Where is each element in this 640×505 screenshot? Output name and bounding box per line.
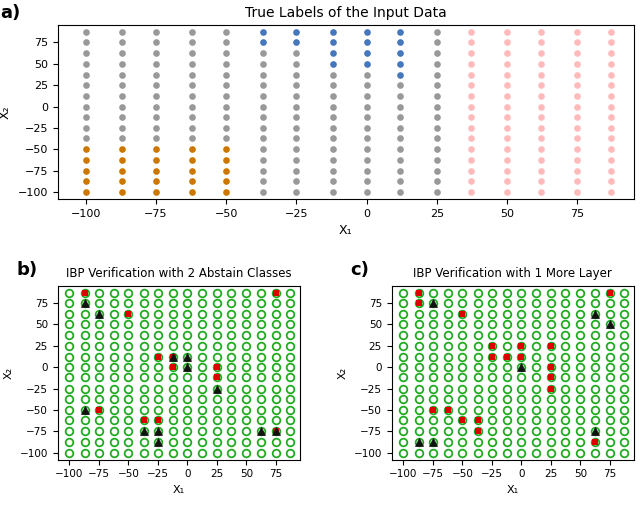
Text: b): b) xyxy=(17,261,38,279)
Y-axis label: X₂: X₂ xyxy=(4,367,14,379)
Title: IBP Verification with 2 Abstain Classes: IBP Verification with 2 Abstain Classes xyxy=(66,268,291,280)
X-axis label: X₁: X₁ xyxy=(506,485,518,495)
Y-axis label: X₂: X₂ xyxy=(338,367,348,379)
Text: a): a) xyxy=(0,4,20,22)
Y-axis label: X₂: X₂ xyxy=(0,106,12,119)
X-axis label: X₁: X₁ xyxy=(339,224,353,237)
Text: c): c) xyxy=(351,261,369,279)
X-axis label: X₁: X₁ xyxy=(173,485,185,495)
Title: IBP Verification with 1 More Layer: IBP Verification with 1 More Layer xyxy=(413,268,612,280)
Title: True Labels of the Input Data: True Labels of the Input Data xyxy=(244,6,447,20)
